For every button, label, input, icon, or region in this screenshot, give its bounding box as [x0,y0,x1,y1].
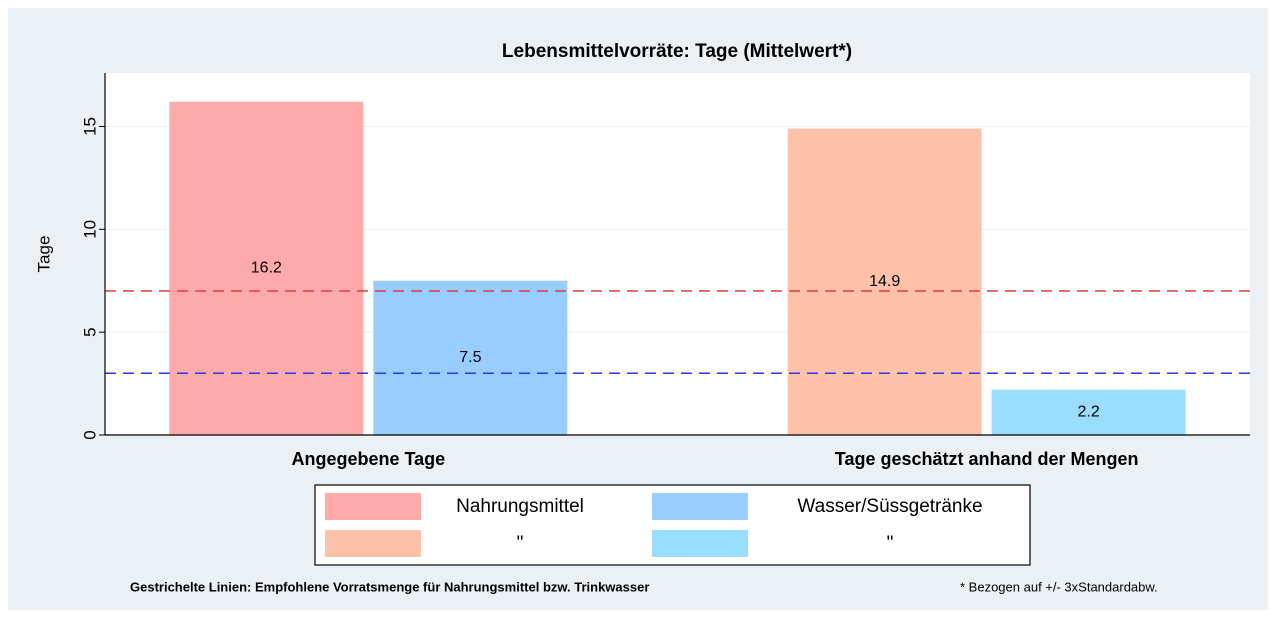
bar [373,280,568,435]
legend-swatch [652,493,748,520]
y-axis-label: Tage [34,236,53,273]
legend-swatch [325,530,421,557]
legend-label: " [517,533,524,554]
legend-label: Nahrungsmittel [456,496,584,517]
legend-label: Wasser/Süssgetränke [797,496,982,517]
y-tick-label: 0 [80,430,99,439]
value-label: 14.9 [869,273,900,290]
bar [169,101,364,435]
y-tick-label: 10 [80,220,99,239]
x-tick-label: Angegebene Tage [291,449,445,469]
footnote: Gestrichelte Linien: Empfohlene Vorratsm… [130,579,649,594]
legend-swatch [325,493,421,520]
x-tick-label: Tage geschätzt anhand der Mengen [835,449,1139,469]
legend-label: " [887,533,894,554]
bar [991,389,1186,435]
chart-title: Lebensmittelvorräte: Tage (Mittelwert*) [502,41,852,62]
footnote: * Bezogen auf +/- 3xStandardabw. [960,579,1158,594]
y-tick-label: 5 [80,327,99,336]
value-label: 2.2 [1078,404,1100,421]
y-tick-label: 15 [80,117,99,136]
value-label: 16.2 [251,260,282,277]
legend-swatch [652,530,748,557]
value-label: 7.5 [459,349,481,366]
bar [787,128,982,435]
